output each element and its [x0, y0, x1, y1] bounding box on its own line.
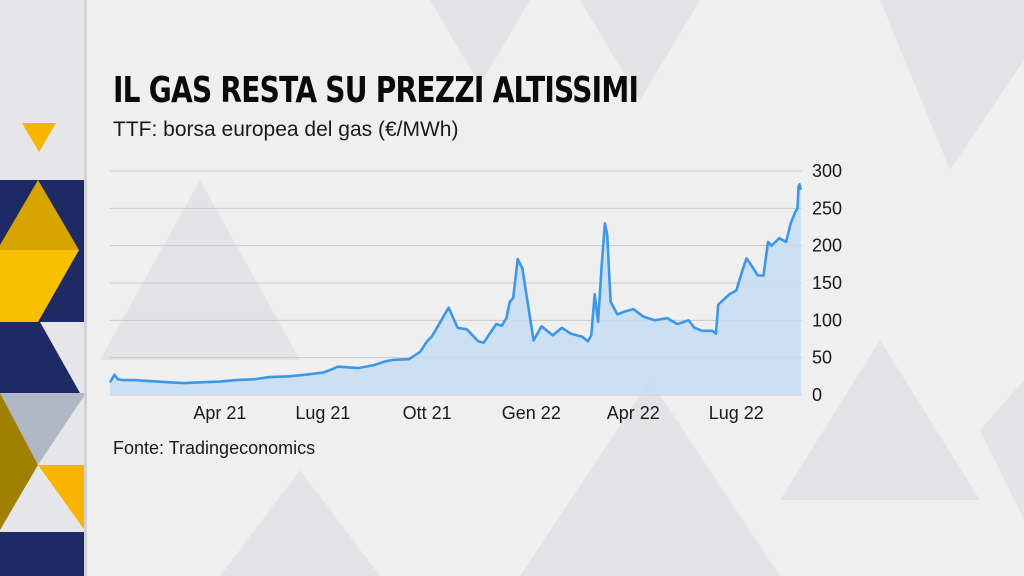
y-tick-label: 200: [812, 236, 842, 256]
y-tick-label: 0: [812, 385, 822, 405]
y-tick-label: 250: [812, 198, 842, 218]
page-subtitle: TTF: borsa europea del gas (€/MWh): [113, 118, 459, 141]
y-tick-label: 50: [812, 348, 832, 368]
price-area: [110, 184, 801, 395]
y-tick-label: 150: [812, 273, 842, 293]
y-tick-label: 100: [812, 310, 842, 330]
page-title: IL GAS RESTA SU PREZZI ALTISSIMI: [113, 70, 639, 111]
x-tick-label: Gen 22: [502, 403, 561, 423]
x-tick-label: Apr 21: [193, 403, 246, 423]
y-tick-label: 300: [812, 161, 842, 181]
x-tick-label: Ott 21: [403, 403, 452, 423]
triangle-down-icon: [22, 123, 56, 152]
x-tick-label: Lug 22: [709, 403, 764, 423]
x-tick-label: Lug 21: [295, 403, 350, 423]
source-note: Fonte: Tradingeconomics: [113, 438, 316, 458]
x-tick-label: Apr 22: [607, 403, 660, 423]
price-line: [108, 183, 803, 385]
